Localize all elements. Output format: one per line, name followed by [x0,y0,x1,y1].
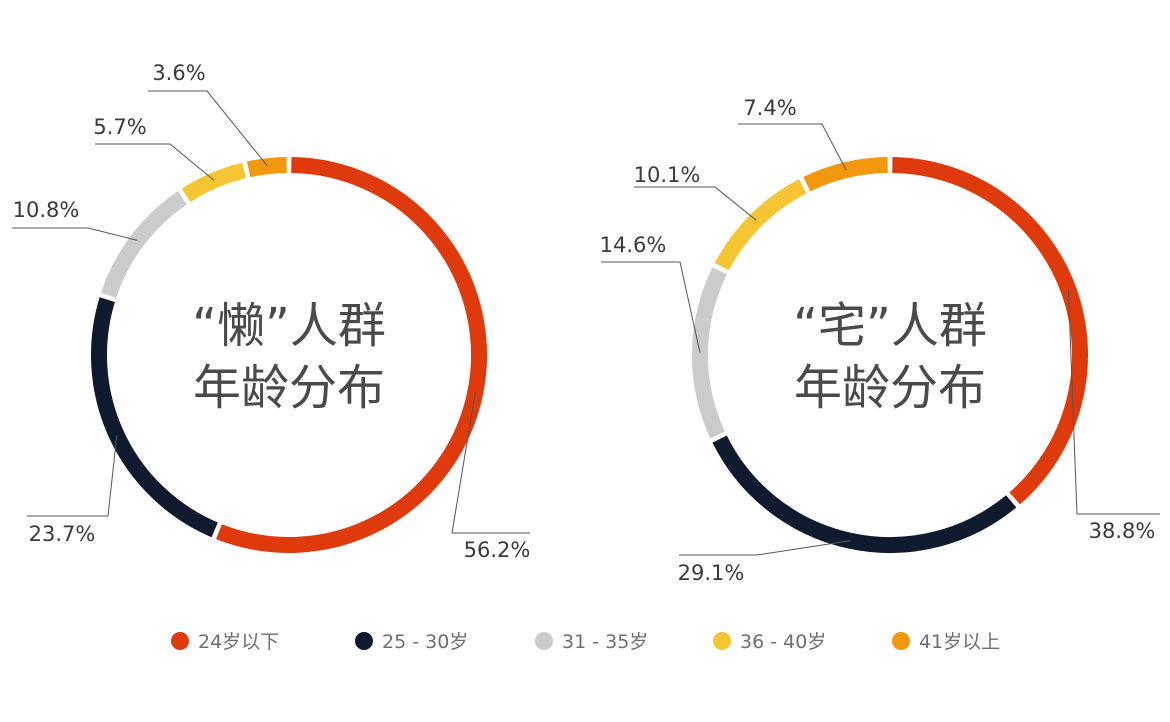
leader-line [738,123,847,171]
percent-label: 14.6% [600,233,667,257]
donut-segment-1 [216,157,487,553]
donut-segment-2 [712,435,1017,553]
legend-label: 41岁以上 [919,631,1000,653]
center-title-line: “宅”人群 [793,298,987,354]
legend-label: 24岁以下 [198,631,279,653]
leader-line [148,90,268,167]
legend: 24岁以下 25 - 30岁 31 - 35岁 36 - 40岁 41岁以上 [171,631,1000,653]
legend-swatch [171,632,189,650]
legend-item: 24岁以下 [171,631,279,653]
legend-item: 25 - 30岁 [355,631,468,653]
donut-segment-4 [714,179,807,271]
donut-segment-2 [91,297,218,538]
leader-line [634,186,757,221]
percent-label: 10.8% [13,198,80,222]
center-title-line: 年龄分布 [794,360,986,416]
percent-label: 7.4% [743,96,796,120]
percent-label: 5.7% [93,115,146,139]
legend-item: 31 - 35岁 [535,631,648,653]
percent-label: 56.2% [464,538,531,562]
donut-segment-3 [692,267,727,439]
legend-item: 41岁以上 [892,631,1000,653]
legend-swatch [535,632,553,650]
donut-segment-3 [101,191,187,298]
leader-line [679,540,851,556]
donut-segment-4 [181,162,247,203]
legend-label: 25 - 30岁 [382,631,468,653]
donut-segment-5 [803,157,888,192]
percent-label: 3.6% [152,61,205,85]
leader-line [601,261,701,353]
legend-swatch [355,632,373,650]
leader-line [451,391,530,534]
center-title-line: “懒”人群 [192,298,386,354]
center-title-line: 年龄分布 [193,360,385,416]
percent-label: 38.8% [1089,519,1156,543]
percent-label: 10.1% [634,163,701,187]
legend-label: 31 - 35岁 [562,631,648,653]
leader-line [1067,289,1160,515]
leader-line [12,227,138,241]
leader-line [95,143,215,181]
legend-label: 36 - 40岁 [740,631,826,653]
percent-label: 29.1% [678,561,745,585]
legend-swatch [713,632,731,650]
legend-item: 36 - 40岁 [713,631,826,653]
leader-line [27,435,118,517]
legend-swatch [892,632,910,650]
percent-label: 23.7% [29,522,96,546]
